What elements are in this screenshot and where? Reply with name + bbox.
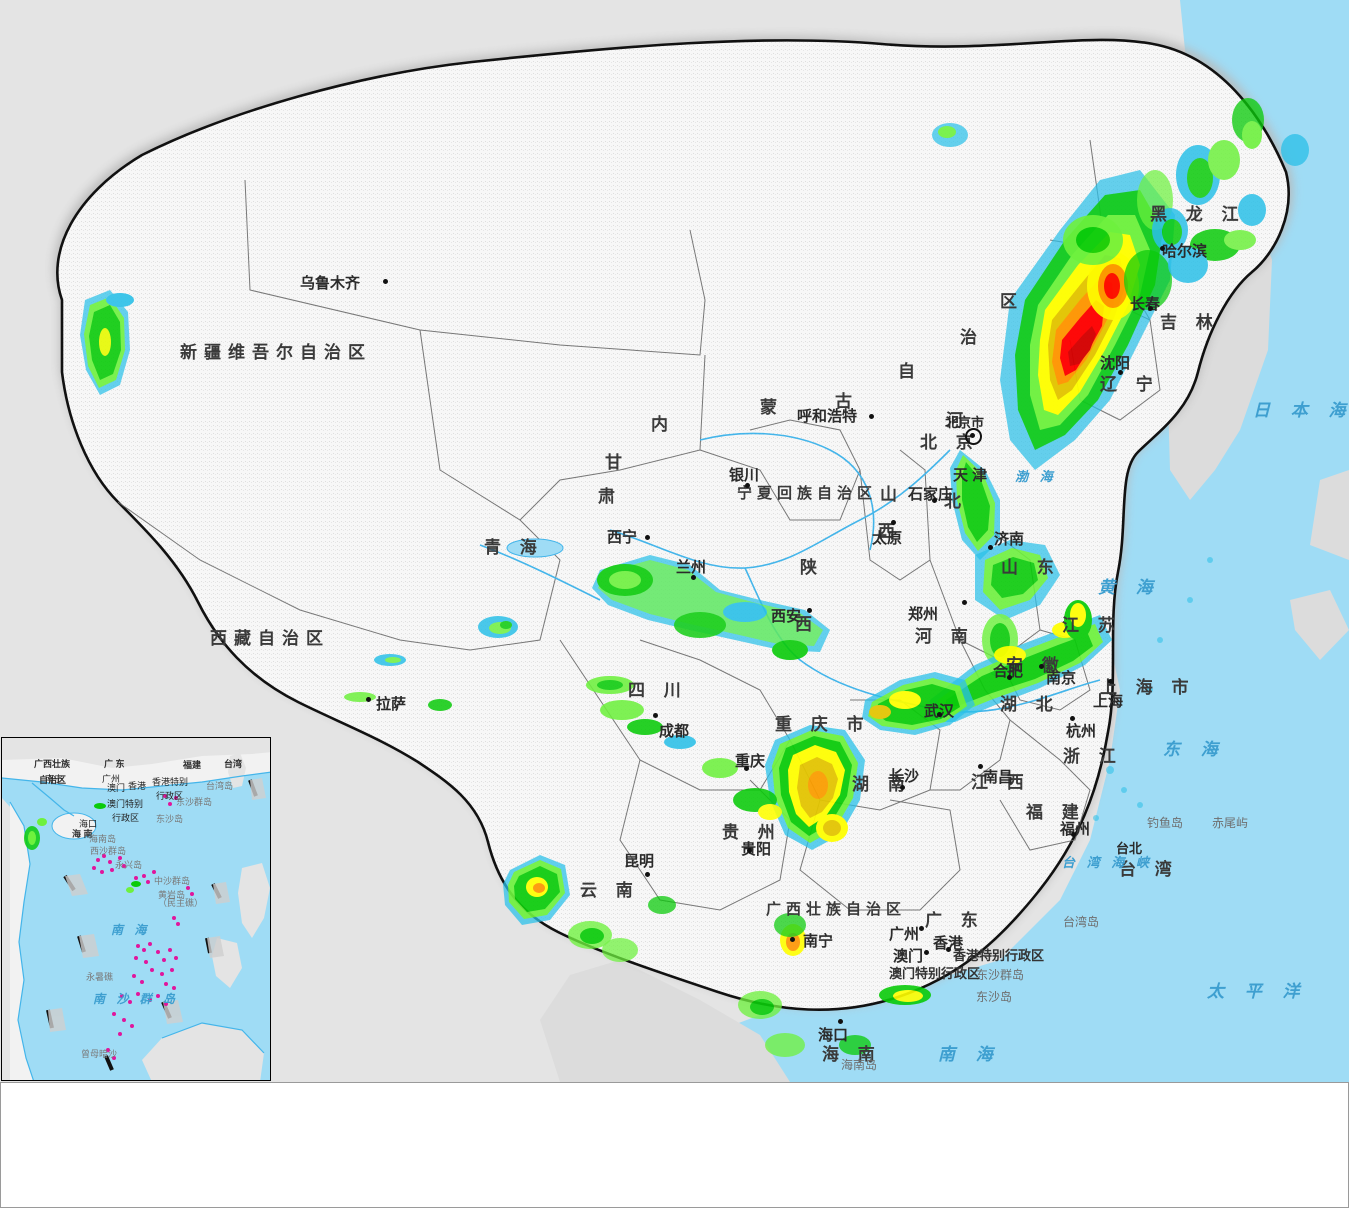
- city-marker-10: [366, 697, 371, 702]
- city-marker-20: [900, 785, 905, 790]
- city-marker-17: [1070, 716, 1075, 721]
- capital-marker-beijing: [965, 428, 982, 445]
- city-marker-28: [1118, 370, 1123, 375]
- city-marker-11: [653, 713, 658, 718]
- city-marker-7: [988, 545, 993, 550]
- city-marker-1: [869, 414, 874, 419]
- city-marker-29: [946, 947, 951, 952]
- legend-panel: 全国雷达拼图 [2025-05-14 11:36:00] [ 组合反射率 ] 5…: [0, 1082, 1349, 1208]
- city-marker-13: [937, 712, 942, 717]
- city-marker-4: [691, 575, 696, 580]
- inset-map-graphic: [2, 738, 270, 1080]
- city-marker-6: [932, 498, 937, 503]
- city-marker-8: [962, 600, 967, 605]
- city-marker-12: [744, 766, 749, 771]
- city-marker-24: [919, 926, 924, 931]
- city-marker-2: [745, 483, 750, 488]
- city-marker-15: [1039, 664, 1044, 669]
- city-marker-14: [1007, 675, 1012, 680]
- city-marker-23: [790, 937, 795, 942]
- radar-map-canvas[interactable]: 新疆维吾尔自治区 西藏自治区青 海甘肃内蒙古自治区宁夏回族自治区陕西山西河北北 京…: [0, 0, 1349, 1082]
- city-marker-25: [838, 1019, 843, 1024]
- city-marker-21: [747, 848, 752, 853]
- south-china-sea-inset-map[interactable]: 广西壮族 自治区广 东福建 台湾 南宁 广州 香港 澳门 香港特别 行政区 台湾岛 澳门特别 行政区东…: [1, 737, 271, 1081]
- city-marker-9: [807, 608, 812, 613]
- city-marker-3: [645, 535, 650, 540]
- city-marker-30: [924, 950, 929, 955]
- city-marker-19: [1071, 832, 1076, 837]
- city-marker-5: [891, 520, 896, 525]
- city-marker-26: [1160, 246, 1165, 251]
- city-marker-16: [1108, 679, 1113, 684]
- city-marker-27: [1148, 306, 1153, 311]
- city-marker-22: [645, 872, 650, 877]
- city-marker-18: [978, 764, 983, 769]
- city-marker-0: [383, 279, 388, 284]
